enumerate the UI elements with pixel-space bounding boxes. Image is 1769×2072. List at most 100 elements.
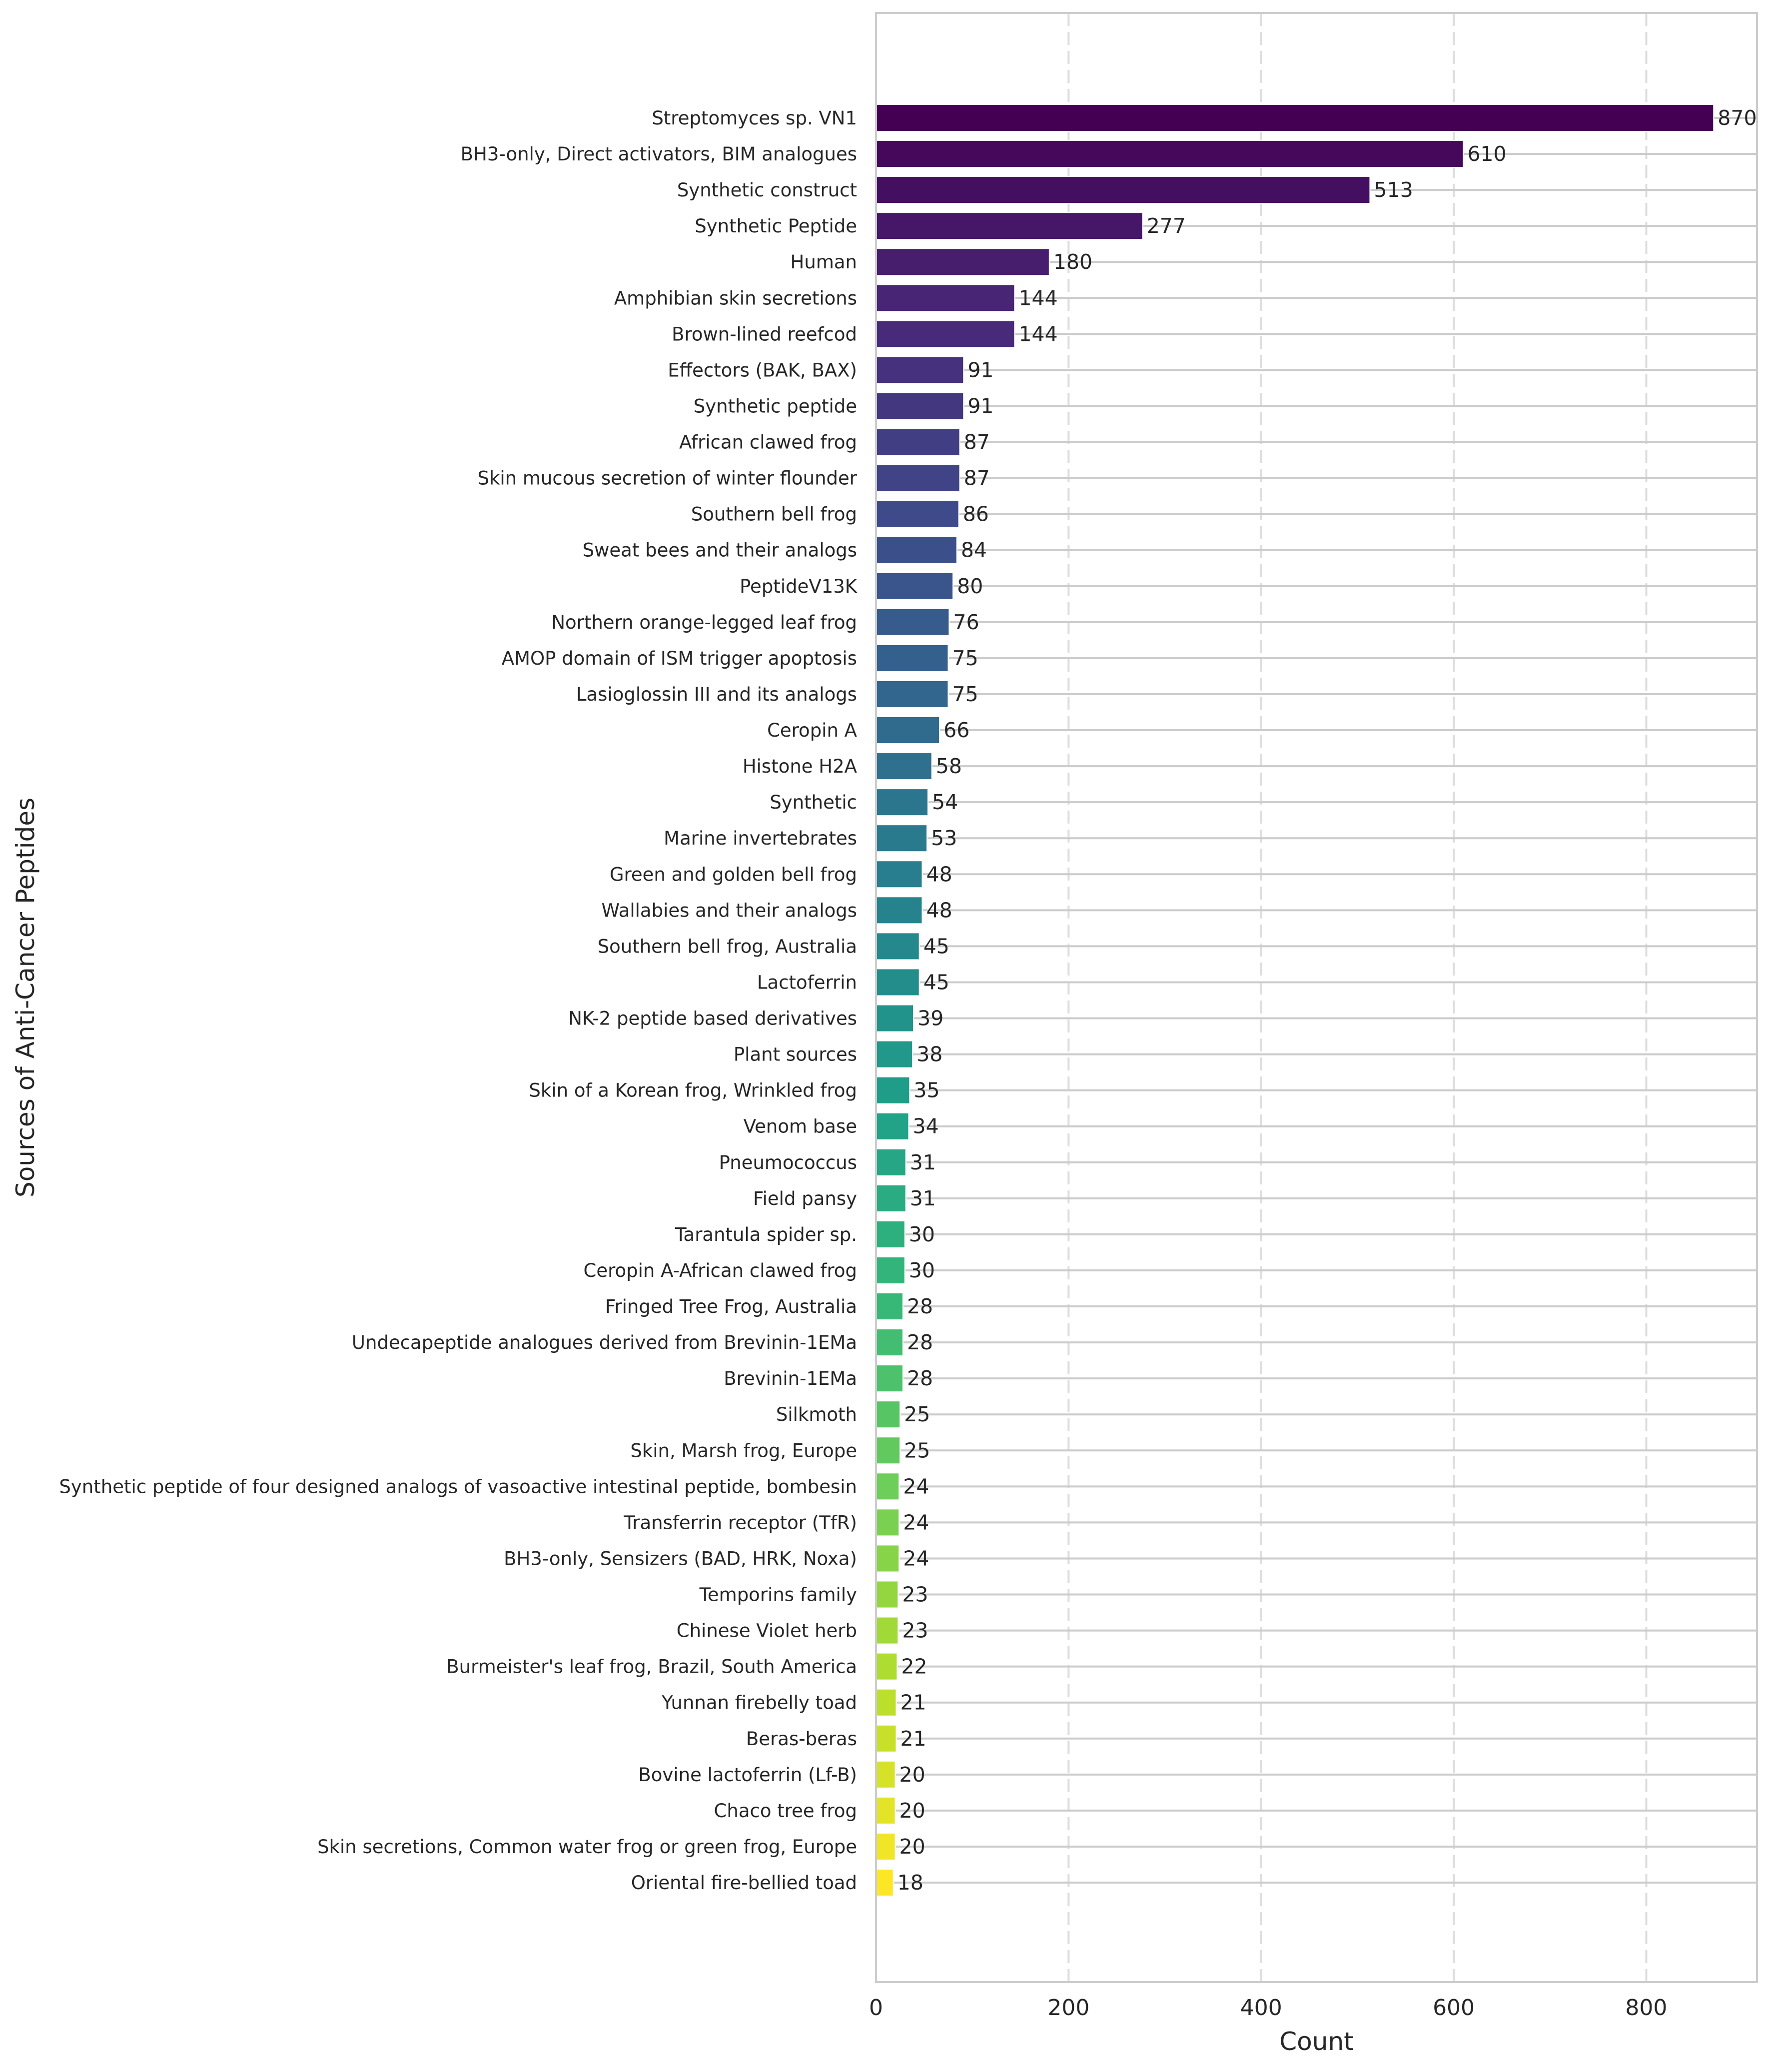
category-label: BH3-only, Direct activators, BIM analogu… [461,143,857,165]
bar [876,608,950,636]
bar [876,464,960,492]
bar [876,212,1143,240]
bar [876,1400,901,1429]
x-tick-label: 0 [869,1995,883,2021]
bar [876,1544,900,1573]
category-label: Synthetic peptide of four designed analo… [59,1476,857,1497]
bar [876,428,960,456]
value-label: 610 [1467,142,1506,166]
value-label: 48 [926,862,952,886]
value-label: 53 [931,826,957,850]
value-label: 80 [957,574,983,598]
category-label: Field pansy [753,1188,857,1209]
value-label: 513 [1374,178,1413,202]
bar [876,1724,897,1753]
category-label: Skin mucous secretion of winter flounder [477,468,857,489]
x-tick-label: 800 [1625,1995,1667,2021]
value-label: 20 [899,1799,925,1823]
x-tick-label: 400 [1240,1995,1282,2021]
category-label: Ceropin A-African clawed frog [583,1260,857,1281]
bar [876,1760,896,1789]
bar-layer [876,103,1715,1897]
bar [876,1688,897,1717]
value-label: 25 [904,1402,930,1426]
category-label: Brevinin-1EMa [724,1368,857,1389]
category-label: Southern bell frog, Australia [598,936,857,957]
bar [876,1508,900,1537]
category-label: Burmeister's leaf frog, Brazil, South Am… [446,1656,857,1678]
category-label: Lasioglossin III and its analogs [576,684,857,705]
value-label: 91 [967,358,993,382]
bar [876,176,1371,204]
bar [876,356,964,384]
category-label: Undecapeptide analogues derived from Bre… [352,1332,857,1353]
category-label: Silkmoth [776,1404,857,1425]
bar [876,644,949,672]
bar [876,1652,898,1681]
value-label: 180 [1053,250,1092,274]
category-label: African clawed frog [679,432,857,453]
value-label: 30 [909,1222,935,1246]
bar [876,680,949,709]
bar [876,320,1015,348]
bar [876,716,940,745]
grid-layer [876,13,1757,1982]
bar [876,1004,914,1033]
bar [876,392,964,420]
value-label: 86 [963,502,989,526]
value-label: 66 [943,718,969,742]
value-label: 31 [910,1186,936,1210]
value-label: 144 [1018,322,1057,346]
category-label: Chinese Violet herb [677,1620,857,1642]
bar [876,1796,896,1825]
bar [876,752,932,781]
category-label: Wallabies and their analogs [601,900,857,921]
bar [876,1868,894,1897]
value-label: 58 [936,754,962,778]
category-label: Venom base [744,1116,857,1137]
value-label: 87 [964,430,990,454]
value-label: 23 [902,1583,928,1607]
category-label: Green and golden bell frog [610,864,857,885]
value-label: 25 [904,1438,930,1462]
category-label: Temporins family [699,1584,857,1606]
value-label: 21 [900,1727,926,1751]
value-label: 28 [907,1366,933,1390]
bar [876,896,923,925]
category-label: NK-2 peptide based derivatives [568,1008,857,1030]
category-label: Streptomyces sp. VN1 [652,107,857,129]
category-label: Effectors (BAK, BAX) [668,359,857,381]
category-label: PeptideV13K [740,576,858,597]
label-layer: Streptomyces sp. VN1 870 BH3-only, Direct … [59,106,1757,1895]
category-label: Skin secretions, Common water frog or gr… [317,1836,857,1858]
bar [876,1148,906,1176]
value-label: 28 [907,1294,933,1318]
value-label: 870 [1718,106,1757,130]
category-label: Ceropin A [767,720,857,741]
bar [876,1292,903,1321]
value-label: 84 [961,538,987,562]
value-label: 38 [916,1042,942,1066]
x-axis-title: Count [1279,2027,1354,2056]
category-label: Lactoferrin [757,972,857,993]
category-label: Skin, Marsh frog, Europe [630,1440,857,1461]
bar [876,824,928,853]
bar [876,1040,913,1068]
value-label: 35 [913,1078,939,1102]
bar [876,103,1715,132]
bar [876,1076,910,1104]
value-label: 48 [926,898,952,922]
bar [876,1472,900,1501]
bar [876,500,959,528]
bar [876,860,923,889]
value-label: 54 [932,790,958,814]
value-label: 24 [903,1546,929,1570]
bar [876,1256,905,1284]
bar [876,1220,905,1248]
category-label: AMOP domain of ISM trigger apoptosis [502,648,857,669]
category-label: Synthetic Peptide [695,215,857,237]
value-label: 75 [952,682,978,706]
category-label: Chaco tree frog [714,1800,857,1822]
value-label: 87 [964,466,990,490]
